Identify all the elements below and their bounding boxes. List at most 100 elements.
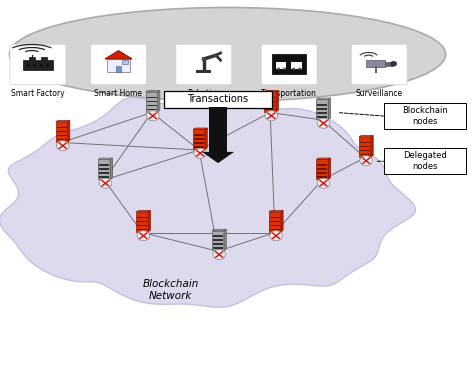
Circle shape <box>146 111 159 121</box>
Bar <box>196 70 211 74</box>
Bar <box>213 243 223 245</box>
Bar <box>33 64 36 68</box>
Polygon shape <box>281 210 283 232</box>
Circle shape <box>292 68 295 70</box>
Text: IoT Network: IoT Network <box>192 96 263 109</box>
Bar <box>317 159 328 179</box>
Text: Transactions: Transactions <box>188 94 248 104</box>
Bar <box>385 62 393 66</box>
Circle shape <box>213 249 226 259</box>
Bar <box>137 228 147 230</box>
Polygon shape <box>137 210 150 212</box>
Bar <box>137 225 147 226</box>
Polygon shape <box>105 51 132 59</box>
Bar <box>107 59 130 72</box>
Text: Smart Home: Smart Home <box>94 89 143 98</box>
Bar <box>318 168 327 170</box>
Bar <box>318 116 327 118</box>
Bar <box>360 153 370 155</box>
Bar <box>276 62 286 69</box>
Polygon shape <box>328 158 330 179</box>
Bar <box>213 236 223 237</box>
Bar <box>318 164 327 166</box>
FancyBboxPatch shape <box>164 91 272 108</box>
Text: Transportation: Transportation <box>261 89 317 98</box>
Bar <box>265 105 275 106</box>
Circle shape <box>298 68 301 70</box>
Text: Surveillance: Surveillance <box>356 89 403 98</box>
Bar <box>213 247 223 249</box>
Circle shape <box>137 231 150 241</box>
Bar <box>318 176 327 178</box>
Polygon shape <box>202 152 234 163</box>
Bar <box>100 164 109 166</box>
Bar <box>146 92 157 112</box>
Bar <box>213 239 223 241</box>
Polygon shape <box>224 229 226 251</box>
Bar <box>194 134 204 136</box>
Polygon shape <box>269 210 283 212</box>
Circle shape <box>317 178 330 188</box>
Bar <box>100 168 109 170</box>
Bar <box>270 220 280 222</box>
Circle shape <box>99 178 112 188</box>
Polygon shape <box>212 229 226 231</box>
Polygon shape <box>359 135 373 137</box>
Polygon shape <box>99 158 112 159</box>
Bar <box>193 129 205 149</box>
Bar <box>147 100 156 102</box>
Polygon shape <box>146 90 160 92</box>
Circle shape <box>265 111 278 121</box>
Bar <box>100 176 109 178</box>
Bar <box>318 112 327 114</box>
Polygon shape <box>276 90 278 112</box>
Circle shape <box>270 231 283 241</box>
Polygon shape <box>317 98 330 99</box>
Bar <box>265 97 275 99</box>
Polygon shape <box>157 90 160 112</box>
Bar <box>57 127 66 129</box>
Bar <box>265 108 275 110</box>
Circle shape <box>283 68 286 70</box>
Polygon shape <box>148 210 150 232</box>
Bar <box>359 137 371 157</box>
Polygon shape <box>371 135 373 157</box>
Polygon shape <box>23 57 53 70</box>
Bar <box>194 146 204 148</box>
Circle shape <box>277 68 280 70</box>
Bar <box>57 130 66 132</box>
Bar <box>137 212 148 232</box>
FancyBboxPatch shape <box>10 44 66 85</box>
Polygon shape <box>110 158 112 179</box>
Bar <box>46 64 49 68</box>
FancyBboxPatch shape <box>384 103 466 129</box>
Polygon shape <box>328 98 330 119</box>
Bar <box>147 97 156 99</box>
Bar <box>318 108 327 110</box>
Text: Smart Factory: Smart Factory <box>11 89 65 98</box>
Bar <box>194 142 204 144</box>
Bar <box>317 99 328 119</box>
Ellipse shape <box>9 8 446 101</box>
Bar <box>291 62 301 69</box>
Circle shape <box>391 62 397 66</box>
Polygon shape <box>0 98 416 307</box>
Bar <box>270 217 280 219</box>
Text: Blockchain
nodes: Blockchain nodes <box>402 106 448 126</box>
Polygon shape <box>205 128 207 149</box>
Bar <box>270 225 280 226</box>
Bar <box>360 150 370 152</box>
FancyBboxPatch shape <box>351 44 407 85</box>
Polygon shape <box>67 120 70 142</box>
Bar <box>318 104 327 106</box>
Bar <box>57 135 66 136</box>
Bar <box>194 138 204 140</box>
Bar <box>264 92 276 112</box>
Circle shape <box>317 118 330 128</box>
Bar <box>100 172 109 174</box>
Bar <box>365 60 385 68</box>
Bar <box>147 108 156 110</box>
Polygon shape <box>193 128 207 129</box>
FancyBboxPatch shape <box>91 44 146 85</box>
Bar <box>269 212 281 232</box>
